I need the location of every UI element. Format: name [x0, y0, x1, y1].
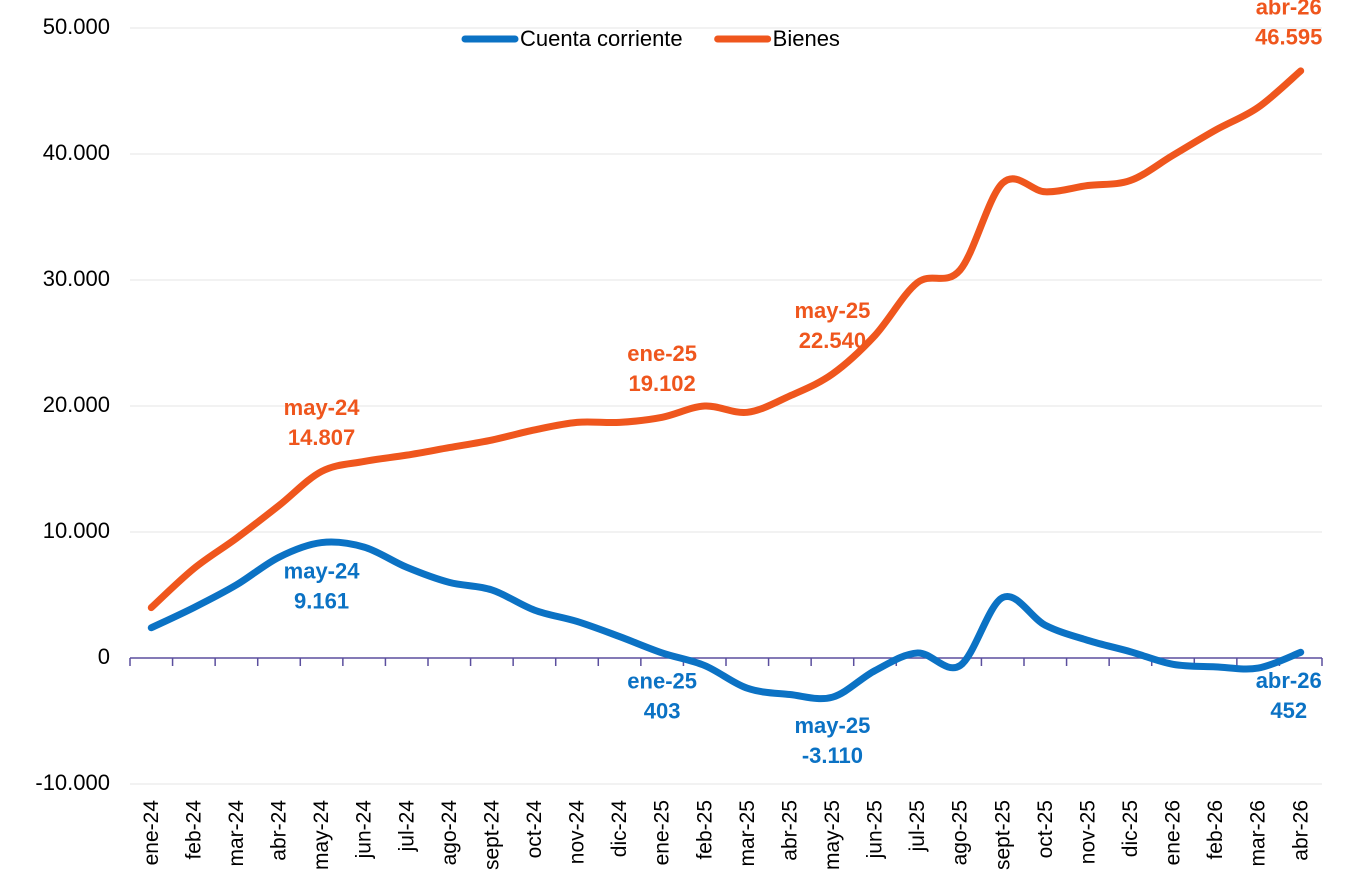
x-tick-label: abr-26: [1289, 800, 1312, 861]
data-label-category: may-25: [795, 298, 871, 323]
x-tick-label: may-25: [821, 800, 844, 870]
x-tick-label: feb-26: [1204, 800, 1227, 860]
data-label-category: ene-25: [627, 341, 697, 366]
data-label-category: ene-25: [627, 669, 697, 694]
data-label: 403: [644, 699, 681, 724]
y-tick-label: 20.000: [43, 392, 110, 417]
x-tick-label: jul-24: [395, 800, 418, 853]
legend-label: Cuenta corriente: [520, 26, 683, 51]
y-tick-label: 0: [98, 644, 110, 669]
series-line: [147, 67, 1305, 612]
series-line: [147, 538, 1305, 703]
data-label: 14.807: [288, 425, 355, 450]
data-label-category: may-24: [284, 558, 361, 583]
x-tick-label: abr-24: [268, 800, 291, 861]
x-tick-label: jun-25: [864, 800, 887, 859]
y-tick-label: 40.000: [43, 140, 110, 165]
data-label: 22.540: [799, 328, 866, 353]
data-label: 9.161: [294, 588, 349, 613]
x-tick-label: jun-24: [353, 800, 376, 860]
x-tick-label: sept-24: [480, 800, 503, 870]
x-tick-label: ago-24: [438, 800, 461, 866]
x-tick-label: abr-25: [778, 800, 801, 861]
data-label-category: abr-26: [1256, 668, 1322, 693]
x-tick-label: sept-25: [991, 800, 1014, 870]
data-label: 19.102: [628, 371, 695, 396]
x-tick-label: nov-24: [566, 800, 589, 865]
x-tick-label: jul-25: [906, 800, 929, 852]
x-tick-label: oct-24: [523, 800, 546, 859]
x-tick-label: mar-26: [1247, 800, 1270, 867]
x-tick-label: may-24: [310, 800, 333, 870]
x-tick-label: dic-25: [1119, 800, 1142, 857]
x-tick-label: feb-24: [182, 800, 205, 860]
y-tick-label: -10.000: [35, 770, 110, 795]
y-tick-label: 30.000: [43, 266, 110, 291]
x-tick-label: mar-25: [736, 800, 759, 867]
x-tick-label: ene-24: [140, 800, 163, 866]
y-tick-label: 10.000: [43, 518, 110, 543]
data-label-category: abr-26: [1256, 0, 1322, 20]
data-label: -3.110: [802, 743, 863, 768]
x-tick-label: ago-25: [949, 800, 972, 865]
x-tick-label: dic-24: [608, 800, 631, 858]
data-label: 452: [1270, 698, 1307, 723]
x-tick-label: oct-25: [1034, 800, 1057, 858]
data-label: 46.595: [1255, 25, 1322, 50]
x-tick-label: feb-25: [693, 800, 716, 860]
data-label-category: may-24: [284, 395, 361, 420]
x-tick-label: ene-26: [1162, 800, 1185, 865]
legend-label: Bienes: [773, 26, 840, 51]
y-tick-label: 50.000: [43, 14, 110, 39]
data-label-category: may-25: [795, 713, 871, 738]
x-tick-label: nov-25: [1076, 800, 1099, 864]
x-tick-label: mar-24: [225, 800, 248, 867]
x-tick-label: ene-25: [651, 800, 674, 865]
